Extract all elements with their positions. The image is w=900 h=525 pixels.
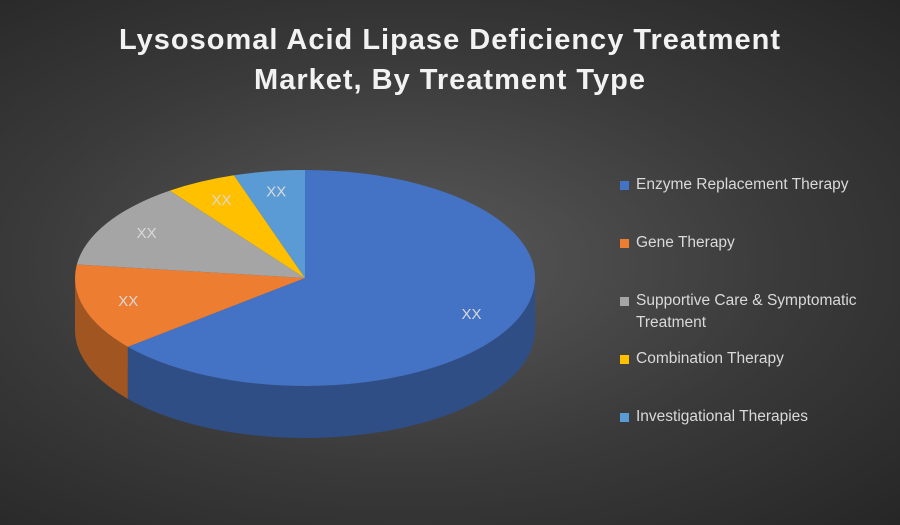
legend-item: Gene Therapy	[620, 232, 890, 290]
legend-label: Enzyme Replacement Therapy	[636, 176, 849, 193]
legend-item: Enzyme Replacement Therapy	[620, 174, 890, 232]
data-label: XX	[461, 306, 481, 323]
slice-side	[127, 278, 535, 438]
legend-item: Investigational Therapies	[620, 406, 890, 464]
legend-swatch	[620, 181, 629, 190]
legend-label: Supportive Care & Symptomatic Treatment	[636, 292, 857, 331]
legend-item: Combination Therapy	[620, 348, 890, 406]
data-label: XX	[266, 184, 286, 201]
data-label: XX	[137, 225, 157, 242]
data-label: XX	[211, 192, 231, 209]
data-label: XX	[118, 293, 138, 310]
legend-swatch	[620, 239, 629, 248]
legend-swatch	[620, 355, 629, 364]
legend-swatch	[620, 297, 629, 306]
legend-label: Combination Therapy	[636, 350, 784, 367]
chart-title: Lysosomal Acid Lipase Deficiency Treatme…	[119, 24, 781, 96]
legend-item: Supportive Care & Symptomatic Treatment	[620, 290, 890, 348]
slice	[169, 175, 305, 278]
slice	[76, 190, 305, 278]
slice-side	[75, 278, 128, 399]
slice	[75, 264, 306, 347]
slice	[233, 170, 305, 278]
legend-label: Investigational Therapies	[636, 408, 809, 425]
legend-label: Gene Therapy	[636, 234, 735, 251]
slice	[127, 170, 535, 386]
legend-swatch	[620, 413, 629, 422]
legend: Enzyme Replacement Therapy Gene Therapy Su…	[620, 174, 890, 464]
